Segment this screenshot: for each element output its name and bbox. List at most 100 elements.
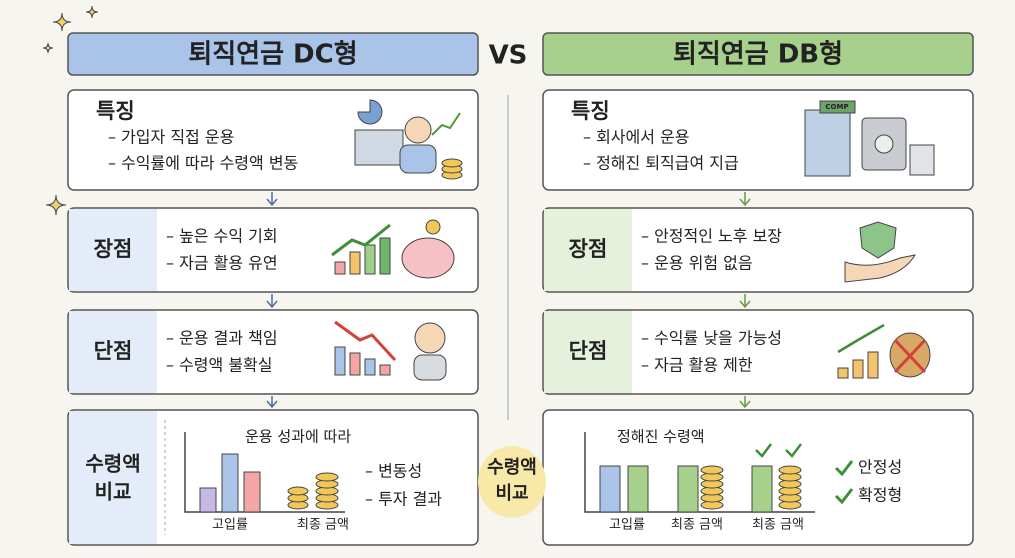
section-item: – 회사에서 운용 (583, 128, 690, 147)
icon-face (414, 322, 446, 354)
illustrative-bar (751, 465, 773, 513)
comparison-note: 안정성 (858, 458, 902, 477)
icon-shield (859, 221, 897, 259)
coin-stack (700, 465, 724, 475)
section-item: – 높은 수익 기회 (166, 227, 278, 246)
icon-trend (331, 223, 391, 257)
section-item: – 자금 활용 제한 (641, 356, 753, 375)
flow-arrow (266, 294, 278, 309)
icon-hand (844, 254, 916, 283)
icon-bar (364, 358, 376, 376)
comparison-box (67, 409, 479, 546)
icon-building (804, 109, 851, 177)
comparison-label: 비교 (95, 480, 132, 504)
section-item: – 수익률에 따라 수령액 변동 (108, 154, 298, 173)
section-item: – 정해진 퇴직급여 지급 (583, 154, 739, 173)
coin-stack (778, 465, 802, 475)
section-label: 단점 (569, 339, 608, 363)
icon-bar (349, 352, 361, 376)
icon-person (404, 116, 432, 144)
icon-body (413, 354, 447, 381)
x-label: 고입률 (609, 518, 645, 533)
icon-down (334, 320, 397, 362)
comparison-note: – 변동성 (365, 462, 422, 481)
center-label: 수령액 (487, 457, 537, 478)
icon-bar (379, 364, 391, 376)
center-bubble (478, 446, 546, 518)
check (755, 443, 772, 458)
illustrative-bar (221, 453, 239, 513)
icon-bar (867, 351, 879, 379)
icon-piggy (401, 237, 455, 279)
check (834, 460, 854, 477)
header-title: 퇴직연금 DB형 (673, 40, 843, 70)
section-label: 특징 (571, 99, 610, 123)
x-label: 최종 금액 (752, 518, 804, 533)
check (785, 443, 802, 458)
sparkle (45, 194, 67, 216)
illustrative-bar (199, 487, 217, 513)
icon-bar (334, 346, 346, 376)
illustrative-bar (599, 465, 621, 513)
x-label: 최종 금액 (297, 518, 349, 533)
flow-arrow (739, 192, 751, 207)
label-column (69, 411, 157, 544)
section-item: – 수익률 낮을 가능성 (641, 329, 782, 348)
section-item: – 안정적인 노후 보장 (641, 227, 782, 246)
icon-dial (874, 134, 894, 154)
icon-coin (441, 158, 463, 168)
icon-calculator (909, 144, 935, 176)
chart-axis (184, 432, 345, 513)
coin-stack (315, 472, 339, 482)
section-item: – 가입자 직접 운용 (108, 128, 234, 147)
header-box (67, 32, 479, 76)
flow-arrow (739, 396, 751, 409)
icon-bar (837, 367, 849, 379)
comparison-note: 확정형 (858, 486, 902, 505)
sparkle (85, 5, 99, 19)
icon-label: COMP (825, 103, 848, 111)
icon-bar (852, 359, 864, 379)
icon-bar (379, 237, 391, 275)
icon-trend (837, 323, 885, 354)
center-label: 비교 (495, 483, 528, 504)
section-label: 장점 (94, 237, 133, 261)
header-title: 퇴직연금 DC형 (188, 40, 357, 70)
comparison-note: – 투자 결과 (365, 490, 442, 509)
sparkle (42, 42, 54, 54)
label-column (544, 311, 632, 393)
section-item: – 수령액 불확실 (166, 356, 273, 375)
icon-person-body (399, 144, 437, 174)
vs-label: VS (489, 41, 528, 71)
chart-annotation: 정해진 수령액 (617, 428, 705, 446)
label-column (544, 209, 632, 291)
icon-cross (893, 338, 927, 374)
section-item: – 자금 활용 유연 (166, 254, 278, 273)
chart-axis (584, 432, 815, 513)
icon-pie (357, 99, 383, 125)
icon-sign (819, 100, 856, 114)
illustrative-bar (627, 465, 649, 513)
chart-annotation: 운용 성과에 따라 (245, 428, 351, 446)
x-label: 최종 금액 (671, 518, 723, 533)
icon-bar (364, 244, 376, 275)
illustrative-bar (243, 471, 261, 513)
section-item: – 운용 위험 없음 (641, 254, 753, 273)
coin-stack (287, 486, 309, 496)
comparison-label: 수령액 (85, 452, 140, 476)
icon-bar (349, 251, 361, 275)
x-label: 고입률 (212, 518, 248, 533)
section-item: – 운용 결과 책임 (166, 329, 278, 348)
icon-trend (431, 112, 461, 136)
illustrative-bar (677, 465, 699, 513)
label-column (69, 311, 157, 393)
section-label: 장점 (569, 237, 608, 261)
flow-arrow (739, 294, 751, 309)
sparkle (52, 12, 72, 32)
section-label: 단점 (94, 339, 133, 363)
section-box (542, 309, 974, 395)
icon-coin (425, 219, 441, 235)
header-box (542, 32, 974, 76)
